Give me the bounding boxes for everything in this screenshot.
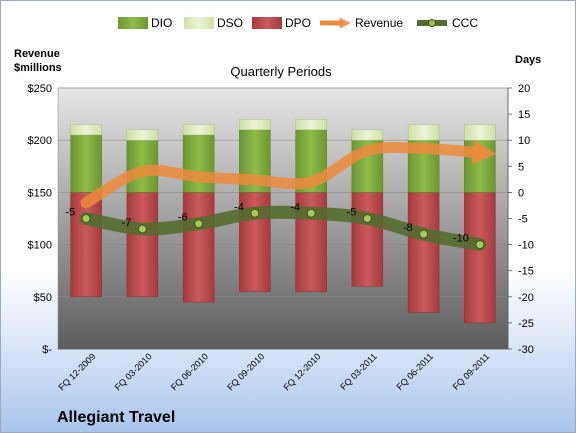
legend-label-revenue: Revenue [355,16,403,30]
bar-dso [407,124,440,141]
legend-swatch-dpo [252,17,282,29]
right-tick-label: -20 [518,292,534,304]
point-ccc [306,208,316,218]
legend-item-ccc: CCC [417,16,478,30]
legend-item-dso: DSO [184,16,243,30]
right-axis-title: Days [515,54,541,66]
bar-dso [239,119,271,131]
right-tick-label: -10 [518,240,534,252]
legend-label-dio: DIO [151,16,172,30]
point-ccc [362,214,372,223]
legend-item-dpo: DPO [252,16,311,30]
point-ccc [475,240,485,250]
x-tick-label: FQ 06-2010 [169,351,210,392]
left-axis-title-line2: $millions [14,62,62,74]
company-name: Allegiant Travel [57,409,175,426]
legend-item-revenue: Revenue [320,16,403,30]
right-tick-label: -15 [518,266,534,278]
legend-label-ccc: CCC [452,16,478,30]
bar-dpo [126,192,159,298]
right-tick-label: 10 [518,135,530,147]
data-label-ccc: -5 [347,207,357,219]
bar-dpo [70,192,102,298]
legend-label-dpo: DPO [285,16,311,30]
bar-dso [295,119,327,131]
data-label-ccc: -8 [403,222,413,234]
left-tick-label: $250 [28,83,52,95]
data-label-ccc: -4 [234,201,244,213]
x-tick-label: FQ 09-2010 [225,351,266,392]
bar-dpo [182,192,215,303]
x-tick-label: FQ 03-2011 [338,351,379,392]
bar-dio [70,134,102,193]
left-tick-label: $50 [34,292,52,304]
bar-dpo [464,192,496,324]
right-tick-label: -5 [518,214,528,226]
right-tick-label: 15 [518,109,530,121]
left-tick-label: $- [42,344,52,356]
point-ccc [419,229,429,239]
bar-dso [351,129,384,141]
bar-dio [182,134,215,193]
data-label-ccc: -6 [178,212,188,224]
left-axis-title-line1: Revenue [14,48,60,60]
right-tick-label: 20 [518,83,530,95]
legend-swatch-dio [118,17,148,29]
point-ccc [250,208,260,218]
line-revenue [80,140,497,209]
bar-dso [182,124,215,136]
left-tick-label: $100 [28,240,52,252]
right-tick-label: 0 [518,187,524,199]
data-label-ccc: -4 [290,201,300,213]
bar-dpo [407,192,440,313]
x-tick-label: FQ 06-2011 [394,351,435,392]
legend: DIO DSO DPO Revenue CCC [118,16,478,30]
point-ccc [137,224,147,234]
data-label-ccc: -5 [65,207,75,219]
legend-label-dso: DSO [217,16,243,30]
left-tick-label: $200 [28,135,52,147]
data-label-ccc: -10 [453,233,469,245]
right-tick-label: -25 [518,318,534,330]
right-tick-label: -30 [518,344,534,356]
bar-dso [464,124,496,141]
legend-swatch-dso [184,17,214,29]
data-label-ccc: -7 [122,217,132,229]
x-tick-label: FQ 09-2011 [451,351,492,392]
bars-layer [70,119,496,324]
point-ccc [194,219,204,229]
point-ccc [81,214,91,223]
x-tick-label: FQ 03-2010 [113,351,154,392]
legend-marker-ccc [428,19,436,27]
bar-dso [126,129,159,141]
lines-layer: -5 -7 -6 -4 -4 -5 -8 -10 [65,140,497,252]
chart-title: Quarterly Periods [230,64,332,79]
left-tick-label: $150 [28,187,52,199]
bar-dpo [351,192,384,287]
legend-item-dio: DIO [118,16,172,30]
x-tick-label: FQ 12-2010 [282,351,323,392]
right-tick-label: 5 [518,161,524,173]
x-tick-label: FQ 12-2009 [57,351,98,392]
line-ccc [79,205,487,252]
bar-dso [70,124,102,136]
